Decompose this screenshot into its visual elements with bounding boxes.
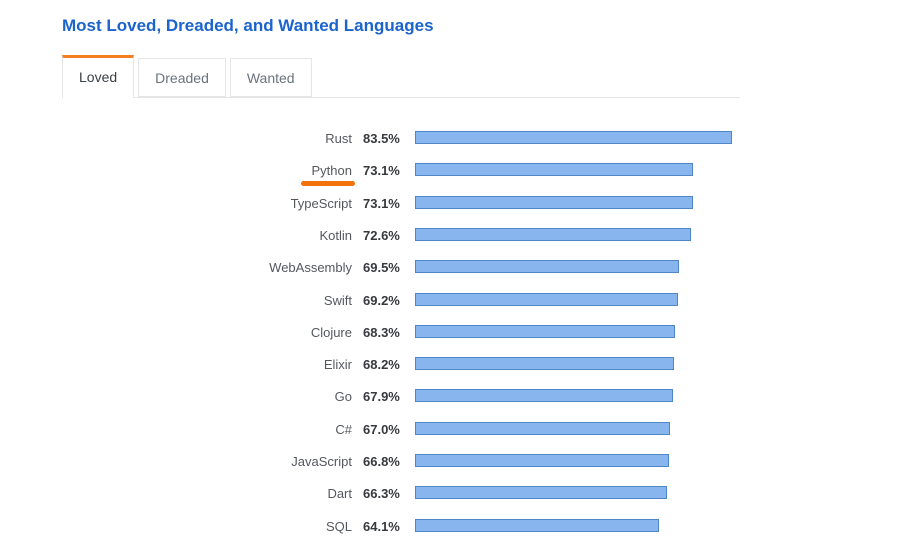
language-value: 69.2% [363,292,400,308]
language-label: WebAssembly [269,260,352,276]
tab-bar: Loved Dreaded Wanted [62,55,740,99]
bar-track [415,486,795,501]
language-value: 66.8% [363,454,400,469]
bar[interactable] [415,357,675,371]
chart-row: Dart 66.3% [62,478,900,510]
chart-row: Python 73.1% [62,155,900,187]
language-label: C# [335,421,352,437]
bar[interactable] [415,195,693,209]
chart-row: Go 67.9% [62,381,900,413]
language-label: SQL [325,518,352,534]
language-value: 64.1% [363,518,400,534]
bar[interactable] [415,389,674,403]
bar-track [415,195,795,211]
chart-row: SQL 64.1% [62,510,900,542]
bar-track [415,227,795,243]
chart-row: TypeScript 73.1% [62,187,900,219]
bar[interactable] [415,486,667,500]
language-label: Dart [327,486,352,502]
chart-row: Kotlin 72.6% [62,219,900,251]
language-label: Elixir [323,357,352,373]
bar[interactable] [415,454,669,467]
bar[interactable] [415,260,680,274]
chart-row: Rust 83.5% [62,122,900,154]
language-label: Clojure [310,324,352,340]
highlight-underline [301,180,355,186]
bar-track [415,131,795,146]
chart-row: Swift 69.2% [62,284,900,316]
bar-track [415,357,795,372]
bar[interactable] [415,421,670,435]
language-value: 68.2% [363,357,400,373]
language-value: 66.3% [363,486,400,502]
bar-track [415,421,795,437]
language-value: 67.9% [363,389,400,405]
page-title[interactable]: Most Loved, Dreaded, and Wanted Language… [62,16,434,35]
language-label: TypeScript [290,195,352,211]
chart-row: Elixir 68.2% [62,348,900,380]
language-label: Go [334,389,352,405]
bar-track [415,389,795,404]
language-value: 69.5% [363,260,400,276]
language-label: Rust [325,131,352,147]
bar-track [415,454,795,469]
bar[interactable] [415,163,693,177]
loved-languages-chart: Rust 83.5% Python 73.1% TypeScript 73.1% Kotli… [62,122,900,542]
bar-track [415,163,795,178]
language-label: JavaScript [291,454,352,469]
chart-row: Clojure 68.3% [62,316,900,348]
language-value: 67.0% [363,421,400,437]
bar-track [415,324,795,340]
tab-dreaded[interactable]: Dreaded [138,58,226,98]
chart-row: WebAssembly 69.5% [62,252,900,284]
language-value: 68.3% [363,324,400,340]
language-label: Swift [323,292,352,308]
bar[interactable] [415,227,691,241]
chart-row: JavaScript 66.8% [62,445,900,477]
bar[interactable] [415,324,675,338]
language-value: 73.1% [363,163,400,179]
chart-row: C# 67.0% [62,413,900,445]
tab-loved[interactable]: Loved [62,55,135,99]
language-value: 83.5% [363,131,400,147]
bar[interactable] [415,292,678,306]
language-label: Kotlin [319,227,352,243]
bar-track [415,292,795,308]
bar[interactable] [415,131,733,145]
tab-wanted[interactable]: Wanted [229,58,312,98]
language-value: 72.6% [363,227,400,243]
language-value: 73.1% [363,195,400,211]
bar-track [415,260,795,275]
language-label: Python [62,155,355,187]
bar-track [415,518,795,534]
bar[interactable] [415,518,659,532]
